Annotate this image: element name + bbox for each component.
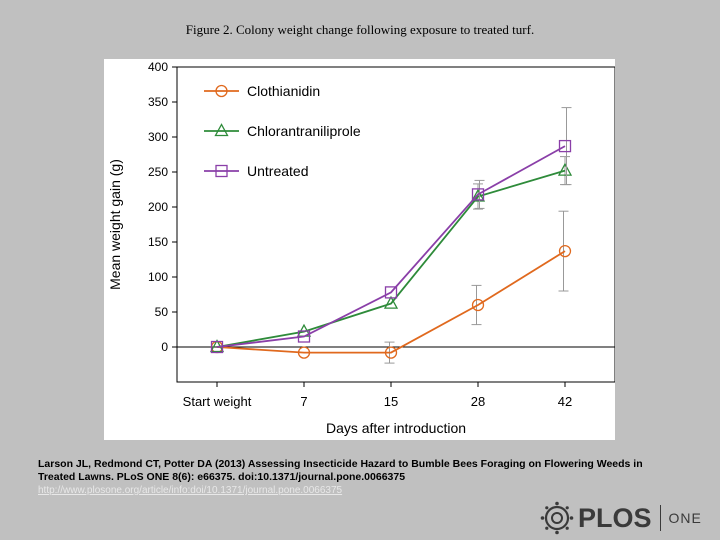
logo-divider [659,505,661,531]
data-point [471,298,485,312]
y-tick-label: 100 [148,270,168,284]
y-tick-label: 350 [148,95,168,109]
series-line [216,250,566,354]
data-point [297,346,311,359]
x-tick-label: 42 [558,394,572,409]
chart-panel: 0 50 100 150 200 250 300 350 400 Start weight 7 15 2… [104,59,615,440]
legend-marker [215,84,228,98]
plot-frame [176,66,615,383]
series-line [216,169,566,348]
y-tick-label: 300 [148,130,168,144]
series-untreated [210,107,572,354]
data-point [384,346,398,359]
x-tick-label: 15 [384,394,398,409]
figure-title: Figure 2. Colony weight change following… [185,22,535,37]
citation-url-link[interactable]: http://www.plosone.org/article/info:doi/… [38,485,343,496]
y-tick-label: 0 [161,340,168,354]
y-tick-label: 200 [148,200,168,214]
legend-marker [215,164,228,178]
legend-label: Untreated [247,163,308,179]
citation-line-2: Treated Lawns. PLoS ONE 8(6): e66375. do… [38,471,406,483]
data-point [383,295,399,309]
legend-label: Chlorantraniliprole [247,123,361,139]
series-line [216,145,566,348]
line-chart: 0 50 100 150 200 250 300 350 400 Start weight 7 15 2… [107,60,615,436]
x-tick-label: 7 [300,394,307,409]
logo-wordmark: PLOS [578,502,652,533]
y-tick-label: 400 [148,60,168,74]
legend-label: Clothianidin [247,83,320,99]
legend-layer: Clothianidin Chlorantraniliprole Untreated [204,83,361,179]
plos-globe-icon [540,501,574,535]
data-point [558,244,572,258]
x-axis-label: Days after introduction [326,420,466,436]
y-tick-label: 50 [155,305,169,319]
legend-marker [214,123,229,137]
series-chlorantraniliprole [209,156,573,353]
citation: Larson JL, Redmond CT, Potter DA (2013) … [38,458,688,497]
axes-layer: 0 50 100 150 200 250 300 350 400 Start weight 7 15 2… [148,60,615,409]
logo-suffix: ONE [668,510,702,526]
series-layer [209,107,573,364]
series-clothianidin [210,210,572,364]
citation-line-1: Larson JL, Redmond CT, Potter DA (2013) … [38,458,643,470]
x-tick-label: Start weight [183,394,252,409]
x-tick-label: 28 [471,394,485,409]
plos-one-logo: PLOS ONE [540,498,720,538]
data-point [558,139,572,153]
data-point [384,286,398,299]
data-point [471,188,485,201]
data-point [210,340,224,354]
y-tick-label: 150 [148,235,168,249]
data-point [470,188,486,202]
y-tick-label: 250 [148,165,168,179]
data-point [557,162,573,176]
y-axis-label: Mean weight gain (g) [107,159,123,290]
data-point [297,330,311,343]
